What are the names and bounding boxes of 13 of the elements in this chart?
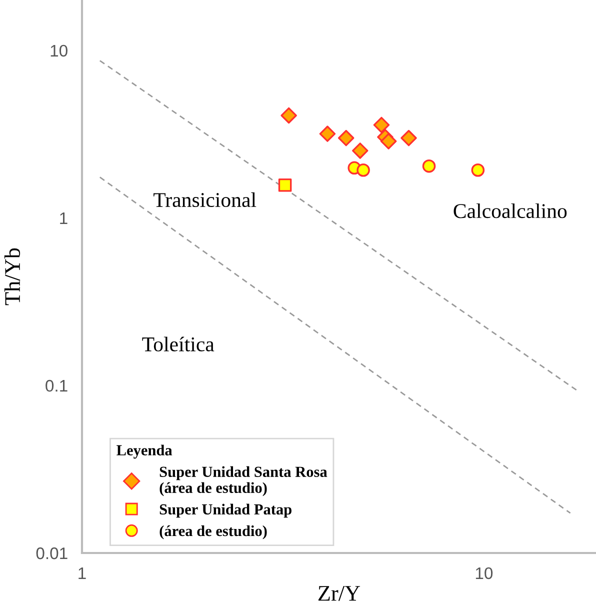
annotation: Toleítica <box>142 336 214 352</box>
legend-label: Super Unidad Patap <box>160 504 292 518</box>
legend-title: Leyenda <box>116 444 172 459</box>
y-tick-label: 0.01 <box>36 547 68 560</box>
y-axis-title: Th/Yb <box>4 248 20 306</box>
y-tick-label: 0.1 <box>46 380 68 392</box>
y-tick-label: 1 <box>60 212 68 224</box>
legend-label: Super Unidad Santa Rosa (área de estudio) <box>160 466 328 496</box>
legend-label: (área de estudio) <box>160 525 267 540</box>
x-axis-title: Zr/Y <box>318 586 360 601</box>
y-tick-label: 10 <box>50 44 68 57</box>
annotation: Transicional <box>154 192 256 208</box>
annotation: Calcoalcalino <box>454 203 567 218</box>
